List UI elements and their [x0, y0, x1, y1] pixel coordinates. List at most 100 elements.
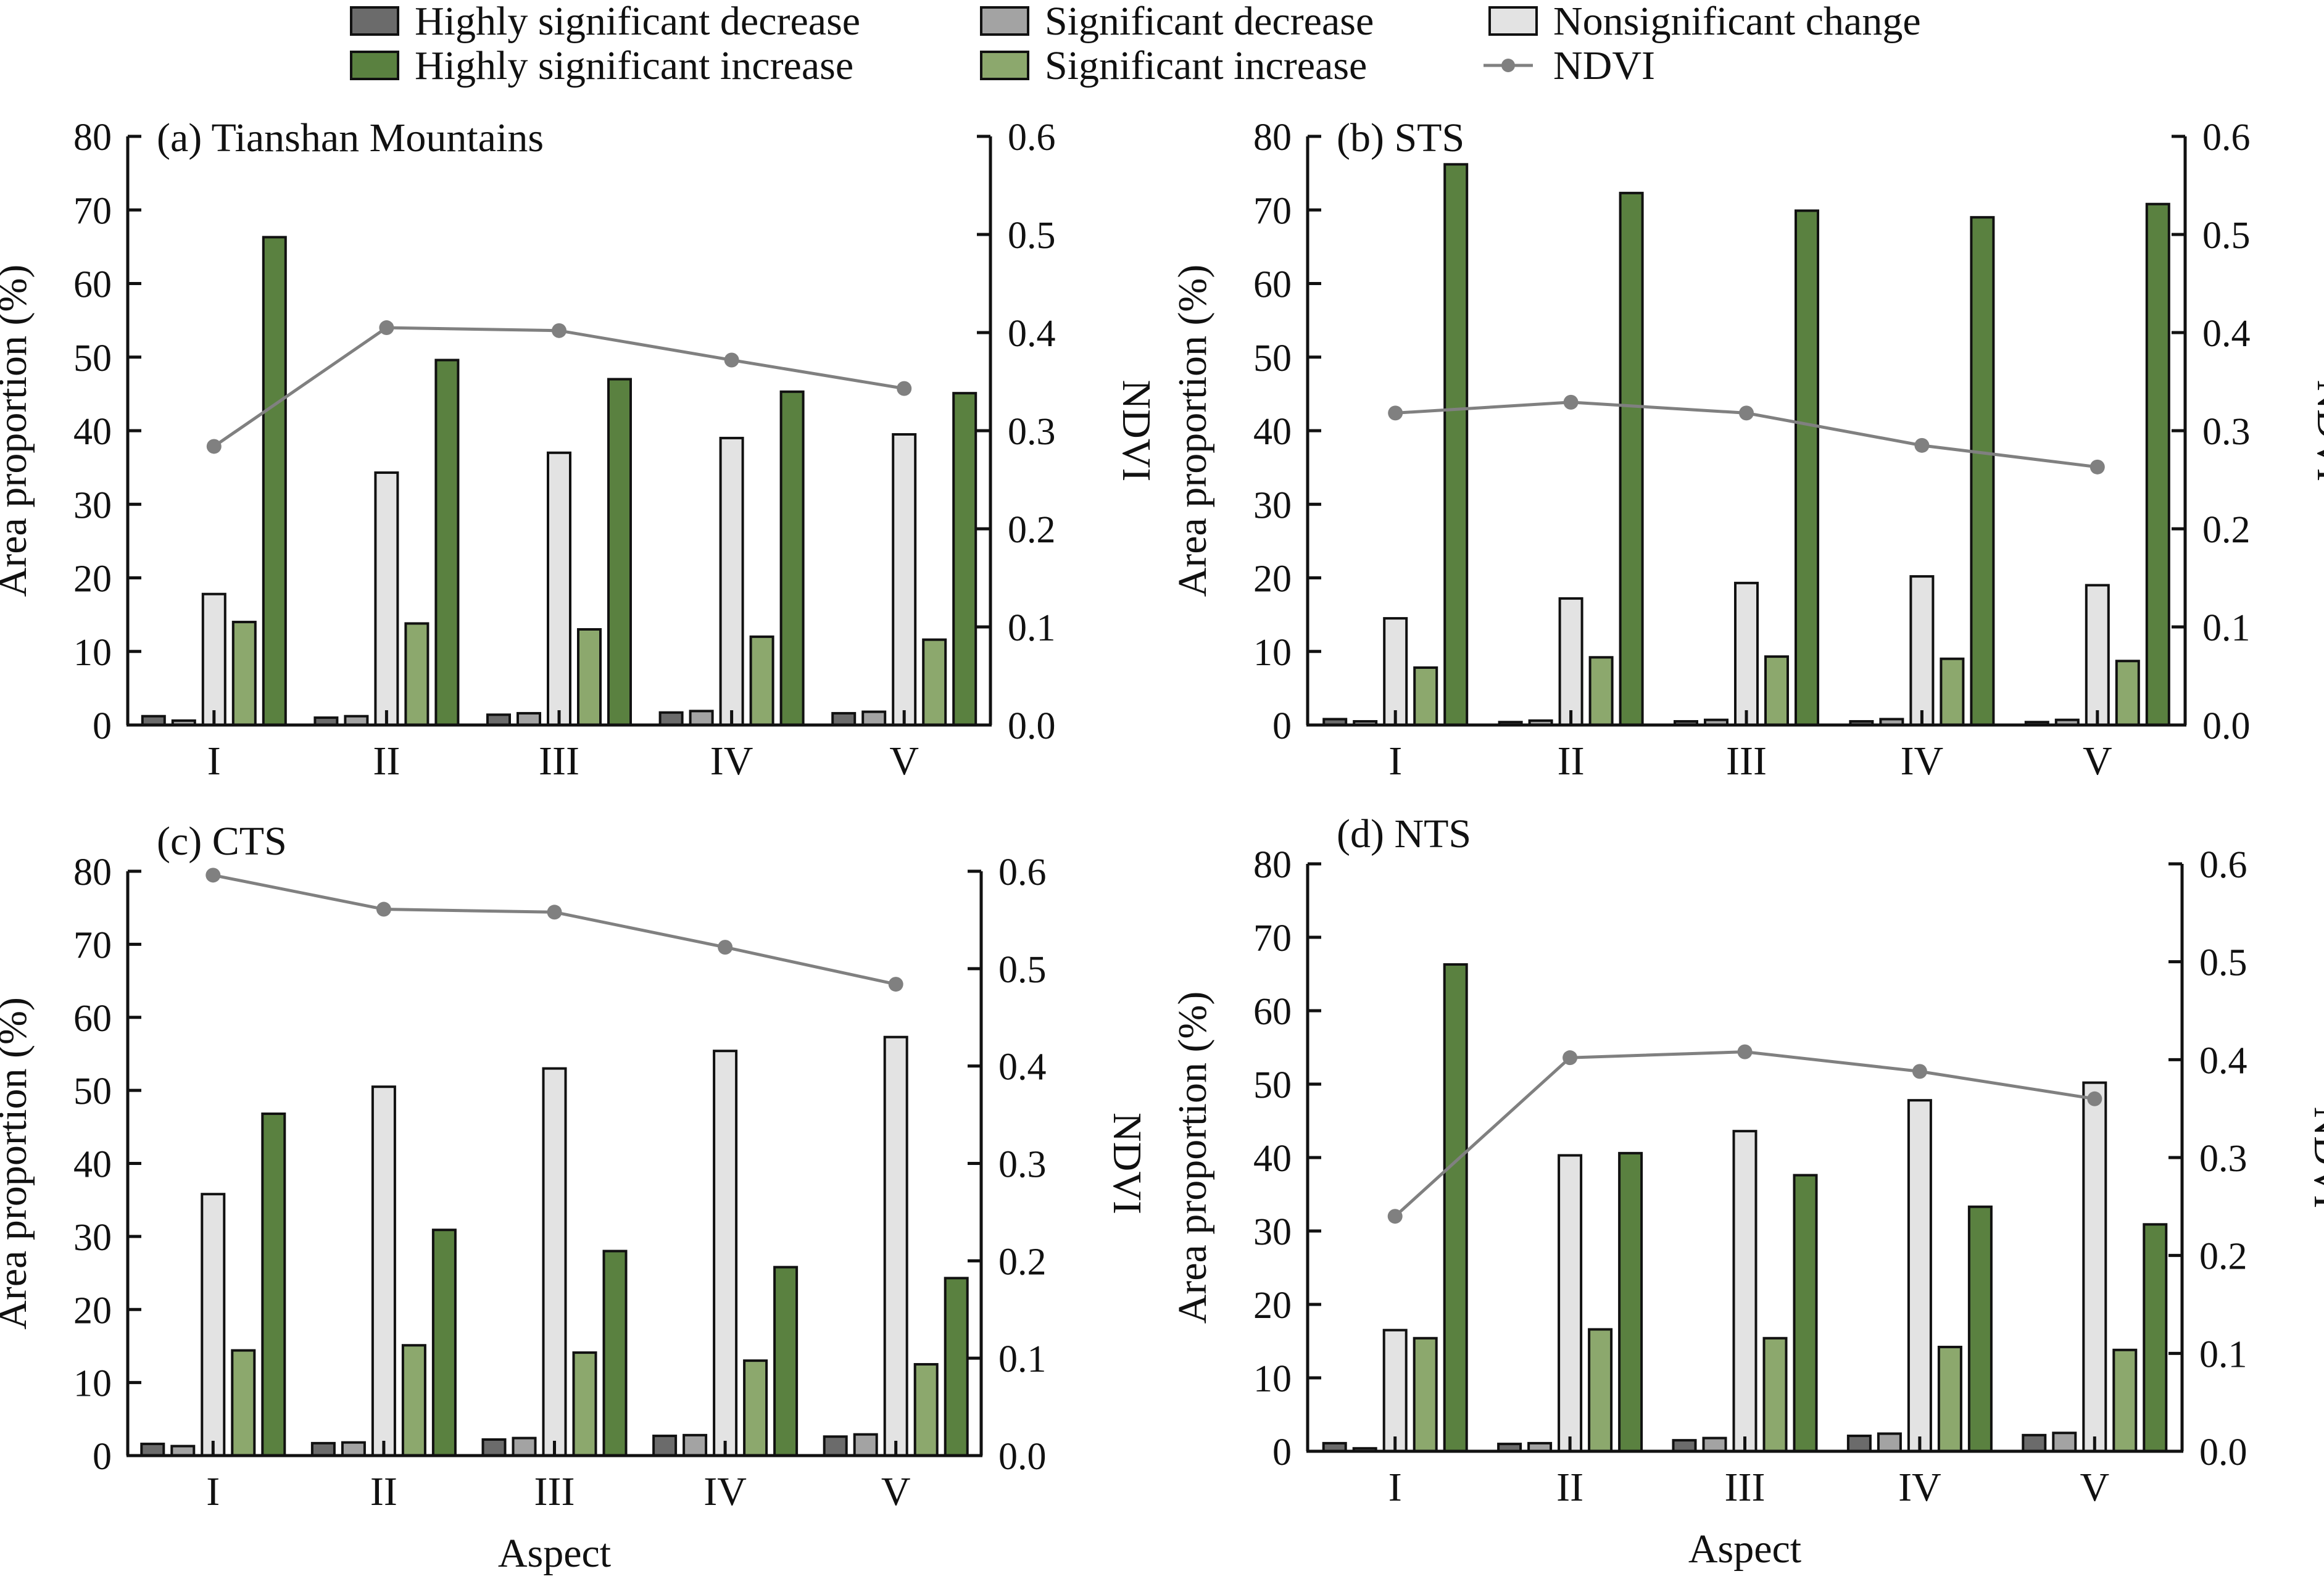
bar — [2145, 202, 2170, 726]
bar — [1383, 617, 1408, 727]
bar — [261, 1113, 286, 1457]
y2-tick-label: 0.6 — [1008, 117, 1056, 159]
bar — [2115, 660, 2140, 726]
ndvi-point — [2087, 1091, 2102, 1106]
y-tick-label: 10 — [1253, 1358, 1292, 1400]
bar — [2022, 1433, 2047, 1453]
y-tick-label: 0 — [93, 1436, 112, 1478]
y2-tick-label: 0.3 — [2199, 1138, 2247, 1180]
bar — [374, 471, 399, 726]
y2-tick-label: 0.4 — [1008, 313, 1056, 355]
bar — [431, 1229, 457, 1457]
legend-swatch — [980, 6, 1029, 36]
bar — [823, 1435, 848, 1457]
bar — [486, 713, 511, 727]
bar — [749, 635, 774, 727]
bar — [1940, 657, 1965, 727]
y2-tick-label: 0.6 — [2202, 117, 2251, 159]
y-tick-label: 0 — [1272, 1432, 1292, 1473]
bar — [883, 1035, 908, 1457]
bar — [689, 710, 714, 727]
bar — [861, 710, 887, 727]
x-tick-label: II — [1558, 739, 1585, 784]
ndvi-line — [212, 873, 897, 986]
x-tick-label: III — [539, 739, 579, 784]
ndvi-point — [888, 977, 903, 992]
y-tick-label: 0 — [93, 705, 112, 747]
x-tick-label: I — [206, 1469, 220, 1514]
bar — [1846, 1435, 1872, 1453]
bar — [1413, 666, 1438, 726]
legend-swatch — [980, 51, 1029, 80]
ndvi-point — [2090, 459, 2105, 475]
y-tick-label: 30 — [1253, 1211, 1292, 1253]
x-tick-label: I — [207, 739, 221, 784]
panel-title: (c) CTS — [157, 819, 287, 864]
y2-axis-label: NDVI — [2305, 1107, 2324, 1209]
y2-axis-label: NDVI — [1114, 380, 1159, 482]
bar — [1618, 1151, 1643, 1453]
legend-item: Significant increase — [980, 43, 1367, 88]
y-tick-label: 60 — [1253, 264, 1292, 306]
bar — [831, 711, 857, 727]
bar — [371, 1085, 396, 1457]
bar — [658, 711, 684, 727]
y2-tick-label: 0.2 — [2199, 1236, 2247, 1278]
bar — [1702, 1436, 1727, 1453]
y2-tick-label: 0.4 — [2202, 313, 2251, 355]
y-axis-label: Area proportion (%) — [0, 265, 35, 597]
ndvi-point — [1914, 437, 1930, 453]
y-tick-label: 10 — [73, 1363, 112, 1405]
bar — [512, 1436, 537, 1457]
bar — [1558, 1154, 1583, 1453]
bar — [201, 592, 226, 726]
bar — [713, 1050, 738, 1457]
legend-item: NDVI — [1484, 43, 1655, 88]
bar — [1937, 1346, 1962, 1453]
y-tick-label: 50 — [1253, 1064, 1292, 1106]
y2-tick-label: 0.1 — [2202, 607, 2251, 649]
x-tick-label: IV — [1901, 739, 1944, 784]
legend-item: Nonsignificant change — [1488, 0, 1921, 44]
bar — [1443, 963, 1468, 1453]
bar — [2143, 1223, 2168, 1453]
legend-item: Highly significant increase — [350, 43, 853, 88]
bar — [922, 638, 947, 727]
bar — [1413, 1337, 1438, 1453]
legend-label: NDVI — [1553, 43, 1655, 88]
legend-label: Significant decrease — [1045, 0, 1374, 44]
bar — [607, 378, 632, 726]
y-tick-label: 80 — [73, 117, 112, 159]
bar — [1734, 581, 1759, 726]
bar — [1619, 191, 1644, 726]
y-tick-label: 70 — [1253, 918, 1292, 959]
y2-tick-label: 0.6 — [2199, 844, 2247, 886]
y-tick-label: 20 — [1253, 1285, 1292, 1327]
y-tick-label: 80 — [73, 852, 112, 893]
bar — [140, 1443, 165, 1457]
y-tick-label: 20 — [73, 1290, 112, 1332]
bar — [913, 1363, 939, 1457]
bar — [1793, 1174, 1818, 1453]
legend-swatch — [1488, 6, 1538, 36]
bar — [2085, 584, 2110, 726]
bar — [892, 433, 917, 727]
bar — [542, 1067, 567, 1457]
x-tick-label: II — [370, 1469, 397, 1514]
ndvi-point — [1912, 1064, 1927, 1079]
x-tick-label: V — [2083, 739, 2112, 784]
y2-tick-label: 0.5 — [998, 949, 1047, 991]
y2-tick-label: 0.5 — [1008, 215, 1056, 257]
y2-tick-label: 0.5 — [2199, 942, 2247, 984]
ndvi-point — [897, 381, 912, 396]
ndvi-point — [205, 868, 221, 883]
y2-tick-label: 0.4 — [998, 1046, 1047, 1088]
ndvi-point — [379, 320, 394, 336]
bar — [683, 1433, 708, 1457]
y-tick-label: 50 — [1253, 338, 1292, 379]
bar — [1672, 1439, 1697, 1453]
y-tick-label: 30 — [73, 1217, 112, 1259]
